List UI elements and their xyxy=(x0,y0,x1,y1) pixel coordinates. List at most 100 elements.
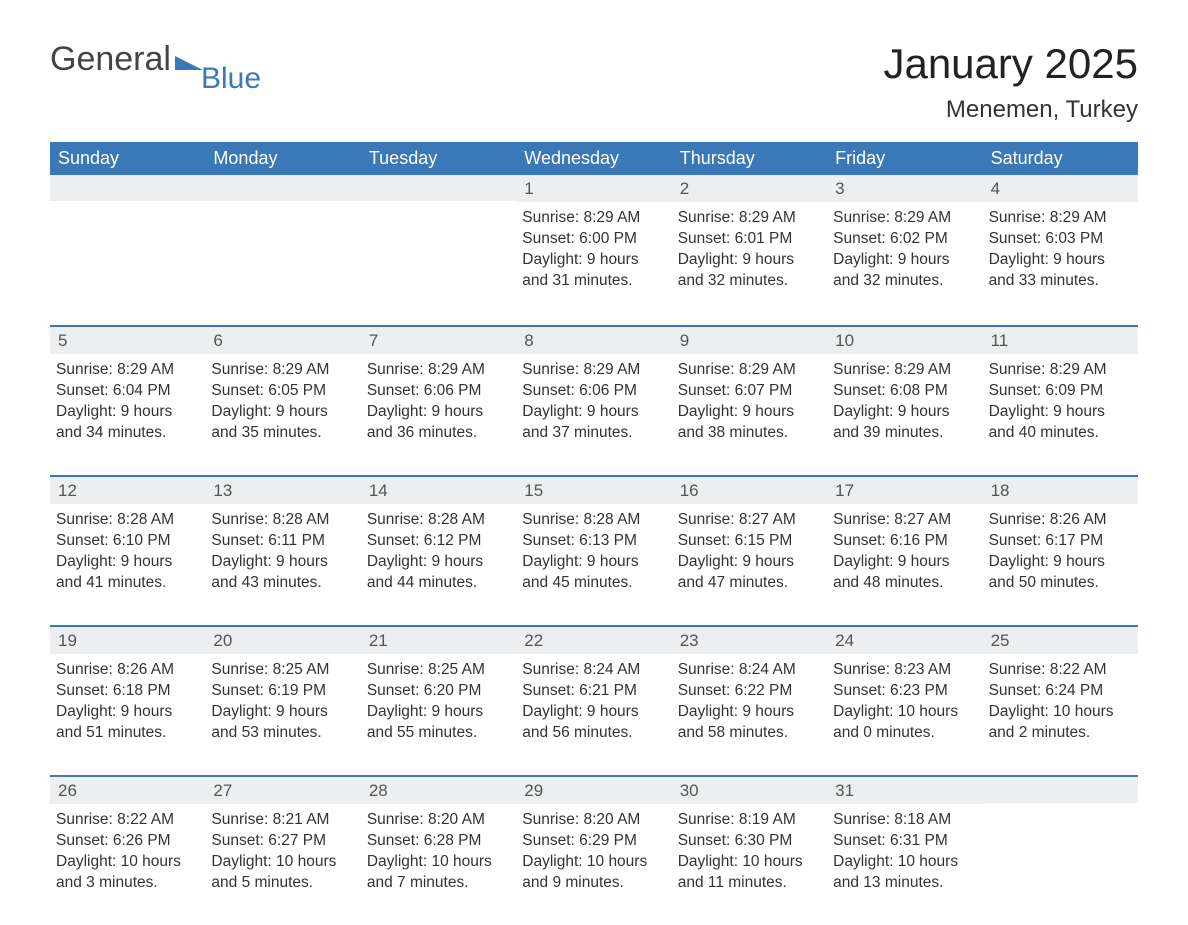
calendar-cell: 23Sunrise: 8:24 AMSunset: 6:22 PMDayligh… xyxy=(672,627,827,775)
day-sunset: Sunset: 6:02 PM xyxy=(833,229,976,250)
day-daylight1: Daylight: 9 hours xyxy=(833,402,976,423)
day-daylight2: and 45 minutes. xyxy=(522,573,665,594)
calendar-week: 12 Sunrise: 8:28 AMSunset: 6:10 PMDayligh… xyxy=(50,475,1138,625)
day-number: 5 xyxy=(50,327,205,354)
day-daylight1: Daylight: 9 hours xyxy=(211,552,354,573)
day-number: 3 xyxy=(827,175,982,202)
day-info: Sunrise: 8:29 AMSunset: 6:00 PMDaylight:… xyxy=(522,208,665,292)
calendar-cell: 24 Sunrise: 8:23 AMSunset: 6:23 PMDayligh… xyxy=(827,627,982,775)
day-number xyxy=(361,175,516,201)
day-sunrise: Sunrise: 8:28 AM xyxy=(211,510,354,531)
day-info: Sunrise: 8:27 AMSunset: 6:16 PMDaylight:… xyxy=(833,510,976,594)
day-info: Sunrise: 8:21 AMSunset: 6:27 PMDaylight:… xyxy=(211,810,354,894)
calendar-cell: 31Sunrise: 8:18 AMSunset: 6:31 PMDayligh… xyxy=(827,777,982,925)
day-number xyxy=(983,777,1138,803)
day-info: Sunrise: 8:29 AMSunset: 6:09 PMDaylight:… xyxy=(989,360,1132,444)
day-number: 8 xyxy=(516,327,671,354)
day-daylight1: Daylight: 9 hours xyxy=(522,402,665,423)
day-daylight1: Daylight: 9 hours xyxy=(367,552,510,573)
calendar-cell: 6Sunrise: 8:29 AMSunset: 6:05 PMDaylight… xyxy=(205,327,360,475)
day-number: 28 xyxy=(361,777,516,804)
day-sunset: Sunset: 6:13 PM xyxy=(522,531,665,552)
calendar-week: 26Sunrise: 8:22 AMSunset: 6:26 PMDayligh… xyxy=(50,775,1138,925)
calendar-cell: 9Sunrise: 8:29 AMSunset: 6:07 PMDaylight… xyxy=(672,327,827,475)
day-number: 4 xyxy=(983,175,1138,202)
day-daylight2: and 55 minutes. xyxy=(367,723,510,744)
logo-text-1: General xyxy=(50,40,171,79)
day-info: Sunrise: 8:22 AMSunset: 6:26 PMDaylight:… xyxy=(56,810,199,894)
day-number: 25 xyxy=(983,627,1138,654)
day-sunset: Sunset: 6:22 PM xyxy=(678,681,821,702)
day-sunset: Sunset: 6:21 PM xyxy=(522,681,665,702)
calendar-cell: 21Sunrise: 8:25 AMSunset: 6:20 PMDayligh… xyxy=(361,627,516,775)
day-daylight1: Daylight: 9 hours xyxy=(211,702,354,723)
day-daylight1: Daylight: 10 hours xyxy=(522,852,665,873)
day-sunset: Sunset: 6:30 PM xyxy=(678,831,821,852)
day-sunrise: Sunrise: 8:29 AM xyxy=(678,208,821,229)
day-sunset: Sunset: 6:16 PM xyxy=(833,531,976,552)
day-header: Sunday xyxy=(50,142,205,175)
day-daylight1: Daylight: 10 hours xyxy=(56,852,199,873)
day-daylight2: and 38 minutes. xyxy=(678,423,821,444)
day-sunset: Sunset: 6:15 PM xyxy=(678,531,821,552)
calendar-cell: 2Sunrise: 8:29 AMSunset: 6:01 PMDaylight… xyxy=(672,175,827,325)
day-number: 23 xyxy=(672,627,827,654)
day-header: Thursday xyxy=(672,142,827,175)
day-sunrise: Sunrise: 8:23 AM xyxy=(833,660,976,681)
day-daylight1: Daylight: 9 hours xyxy=(989,250,1132,271)
day-info: Sunrise: 8:29 AMSunset: 6:04 PMDaylight:… xyxy=(56,360,199,444)
calendar-week: 19 Sunrise: 8:26 AMSunset: 6:18 PM Dayligh… xyxy=(50,625,1138,775)
day-daylight2: and 43 minutes. xyxy=(211,573,354,594)
day-daylight2: and 48 minutes. xyxy=(833,573,976,594)
day-daylight1: Daylight: 10 hours xyxy=(833,702,976,723)
day-sunrise: Sunrise: 8:26 AM xyxy=(56,660,199,681)
day-info: Sunrise: 8:27 AMSunset: 6:15 PMDaylight:… xyxy=(678,510,821,594)
day-sunrise: Sunrise: 8:29 AM xyxy=(522,360,665,381)
day-sunrise: Sunrise: 8:21 AM xyxy=(211,810,354,831)
day-daylight1: Daylight: 9 hours xyxy=(56,402,199,423)
day-sunset: Sunset: 6:18 PM xyxy=(56,681,199,702)
day-sunset: Sunset: 6:03 PM xyxy=(989,229,1132,250)
day-info: Sunrise: 8:29 AMSunset: 6:08 PMDaylight:… xyxy=(833,360,976,444)
day-sunset: Sunset: 6:01 PM xyxy=(678,229,821,250)
day-header: Saturday xyxy=(983,142,1138,175)
day-sunrise: Sunrise: 8:18 AM xyxy=(833,810,976,831)
day-info: Sunrise: 8:28 AMSunset: 6:10 PMDaylight:… xyxy=(56,510,199,594)
day-number: 27 xyxy=(205,777,360,804)
day-info: Sunrise: 8:28 AMSunset: 6:11 PMDaylight:… xyxy=(211,510,354,594)
day-sunset: Sunset: 6:11 PM xyxy=(211,531,354,552)
day-daylight2: and 35 minutes. xyxy=(211,423,354,444)
day-info: Sunrise: 8:20 AMSunset: 6:28 PMDaylight:… xyxy=(367,810,510,894)
day-sunrise: Sunrise: 8:25 AM xyxy=(367,660,510,681)
day-daylight2: and 44 minutes. xyxy=(367,573,510,594)
day-daylight2: and 31 minutes. xyxy=(522,271,665,292)
calendar-cell: 16Sunrise: 8:27 AMSunset: 6:15 PMDayligh… xyxy=(672,477,827,625)
day-header: Wednesday xyxy=(516,142,671,175)
day-info: Sunrise: 8:29 AMSunset: 6:02 PMDaylight:… xyxy=(833,208,976,292)
day-number: 24 xyxy=(827,627,982,654)
title-block: January 2025 Menemen, Turkey xyxy=(883,40,1138,124)
day-info: Sunrise: 8:23 AMSunset: 6:23 PMDaylight:… xyxy=(833,660,976,744)
day-number: 12 xyxy=(50,477,205,504)
calendar-cell: 7Sunrise: 8:29 AMSunset: 6:06 PMDaylight… xyxy=(361,327,516,475)
day-sunset: Sunset: 6:12 PM xyxy=(367,531,510,552)
calendar-cell: 10Sunrise: 8:29 AMSunset: 6:08 PMDayligh… xyxy=(827,327,982,475)
calendar-week: 5 Sunrise: 8:29 AMSunset: 6:04 PMDaylight… xyxy=(50,325,1138,475)
day-daylight1: Daylight: 10 hours xyxy=(678,852,821,873)
day-number: 19 xyxy=(50,627,205,654)
day-sunrise: Sunrise: 8:25 AM xyxy=(211,660,354,681)
day-daylight2: and 53 minutes. xyxy=(211,723,354,744)
day-daylight2: and 9 minutes. xyxy=(522,873,665,894)
day-daylight2: and 34 minutes. xyxy=(56,423,199,444)
day-number: 22 xyxy=(516,627,671,654)
day-daylight2: and 13 minutes. xyxy=(833,873,976,894)
day-header: Friday xyxy=(827,142,982,175)
day-daylight1: Daylight: 9 hours xyxy=(678,402,821,423)
logo: General Blue xyxy=(50,40,261,79)
day-number: 11 xyxy=(983,327,1138,354)
day-sunrise: Sunrise: 8:28 AM xyxy=(522,510,665,531)
day-info: Sunrise: 8:29 AMSunset: 6:07 PMDaylight:… xyxy=(678,360,821,444)
day-number: 29 xyxy=(516,777,671,804)
day-daylight1: Daylight: 9 hours xyxy=(367,702,510,723)
day-sunset: Sunset: 6:00 PM xyxy=(522,229,665,250)
